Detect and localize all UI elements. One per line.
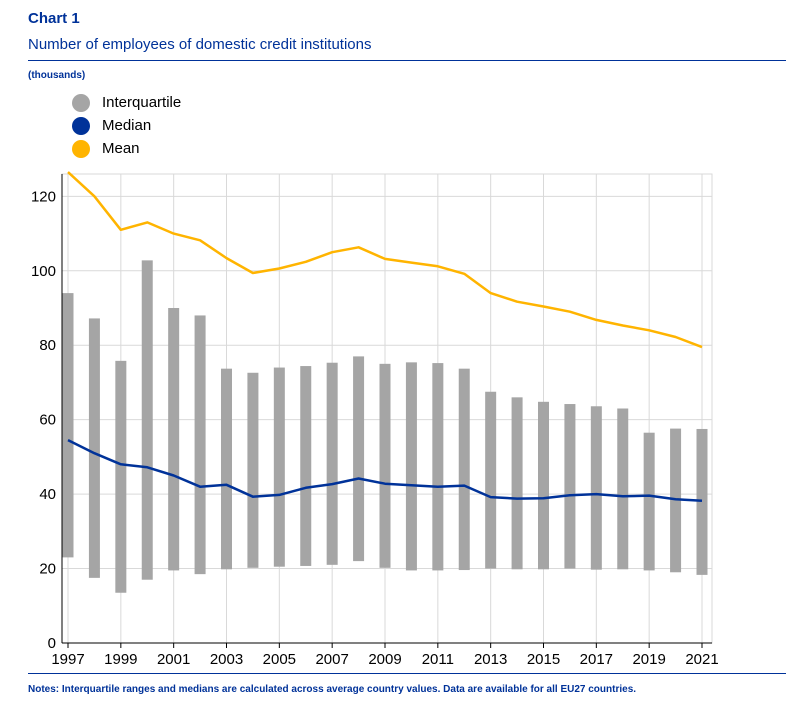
interquartile-bar: [538, 401, 549, 570]
interquartile-bar: [643, 432, 655, 571]
interquartile-bar: [168, 308, 180, 571]
interquartile-bar: [88, 318, 100, 578]
y-tick-label: 120: [31, 188, 56, 205]
legend-label-mean: Mean: [102, 140, 140, 157]
x-tick-label: 2017: [580, 651, 613, 668]
y-tick-label: 40: [39, 486, 56, 503]
y-tick-label: 60: [39, 412, 56, 429]
x-tick-label: 2019: [632, 651, 665, 668]
interquartile-bar: [115, 360, 127, 593]
mean-swatch-icon: [72, 139, 90, 158]
interquartile-bar: [221, 368, 232, 570]
x-tick-label: 2007: [315, 651, 348, 668]
unit-label: (thousands): [28, 70, 86, 81]
interquartile-bar: [485, 391, 497, 569]
interquartile-bar: [564, 404, 576, 569]
chart-subtitle: Number of employees of domestic credit i…: [28, 36, 372, 53]
interquartile-bar: [458, 368, 470, 571]
x-tick-label: 2001: [157, 651, 190, 668]
interquartile-bar: [405, 362, 417, 571]
interquartile-bar: [273, 367, 285, 567]
legend-label-interquartile: Interquartile: [102, 94, 182, 111]
legend-label-median: Median: [102, 117, 152, 134]
x-tick-label: 2011: [422, 651, 454, 668]
interquartile-bar: [590, 406, 602, 570]
x-tick-label: 2021: [685, 651, 718, 668]
x-tick-label: 2003: [210, 651, 243, 668]
mean-line: [67, 171, 703, 349]
legend-item-mean: Mean: [72, 137, 181, 160]
interquartile-bar: [379, 363, 391, 568]
header-divider: [28, 60, 786, 61]
interquartile-bar: [696, 428, 708, 575]
interquartile-bar: [617, 408, 629, 570]
legend-item-interquartile: Interquartile: [72, 91, 181, 114]
interquartile-bar: [432, 363, 444, 571]
median-line: [67, 438, 703, 503]
interquartile-bar: [300, 366, 312, 566]
footer-divider: [28, 673, 786, 674]
x-tick-label: 1999: [104, 651, 137, 668]
y-tick-label: 20: [39, 561, 56, 578]
interquartile-bar: [62, 293, 74, 558]
x-tick-label: 2015: [527, 651, 560, 668]
interquartile-bar: [141, 260, 153, 580]
x-tick-label: 1997: [51, 651, 84, 668]
y-tick-label: 80: [39, 337, 56, 354]
x-tick-label: 2009: [368, 651, 401, 668]
interquartile-swatch-icon: [72, 93, 90, 112]
chart-legend: Interquartile Median Mean: [72, 91, 181, 160]
median-swatch-icon: [72, 116, 90, 135]
chart-title: Chart 1: [28, 10, 80, 27]
interquartile-bar: [326, 362, 338, 565]
legend-item-median: Median: [72, 114, 181, 137]
interquartile-bar: [353, 356, 365, 562]
x-tick-label: 2005: [263, 651, 296, 668]
y-tick-label: 100: [31, 263, 56, 280]
chart-notes: Notes: Interquartile ranges and medians …: [28, 684, 637, 695]
y-tick-label: 0: [48, 635, 56, 652]
interquartile-bar: [511, 397, 523, 570]
x-tick-label: 2013: [474, 651, 507, 668]
interquartile-bar: [194, 315, 206, 575]
interquartile-bar: [247, 372, 259, 568]
